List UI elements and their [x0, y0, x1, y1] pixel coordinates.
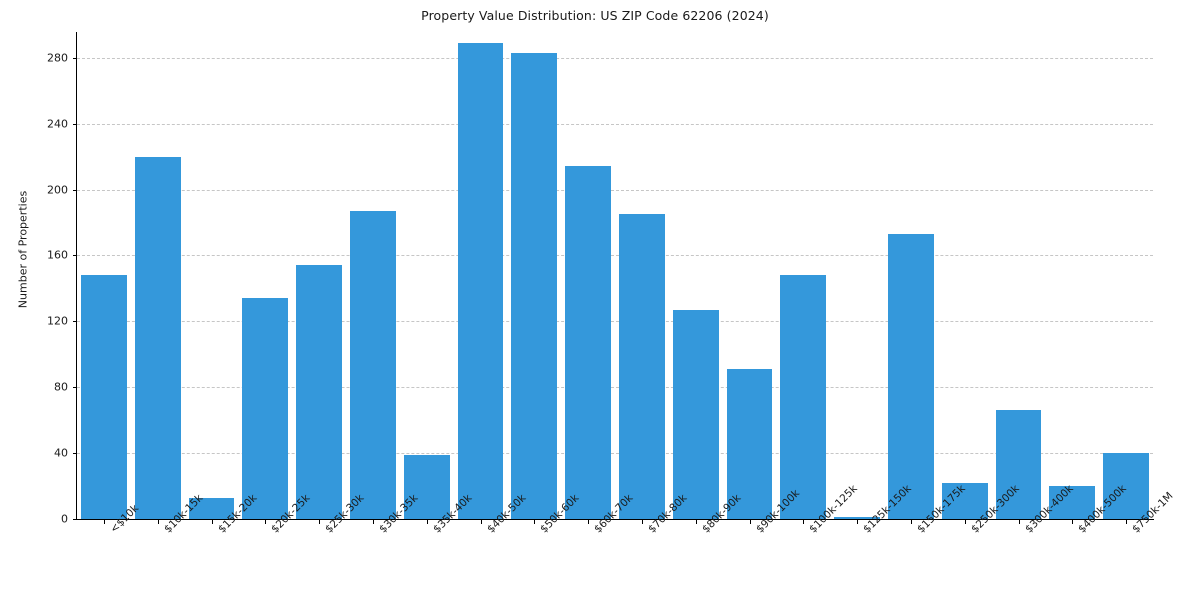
x-tick-mark: [480, 520, 482, 524]
x-tick-mark: [857, 520, 859, 524]
chart-title: Property Value Distribution: US ZIP Code…: [421, 8, 769, 23]
y-tick-mark: [73, 123, 77, 125]
x-tick-mark: [964, 520, 966, 524]
x-tick-mark: [588, 520, 590, 524]
y-tick-mark: [73, 387, 77, 389]
y-tick-mark: [73, 189, 77, 191]
x-tick-mark: [319, 520, 321, 524]
bar[interactable]: [995, 410, 1042, 519]
bar[interactable]: [780, 275, 827, 519]
y-tick-label: 0: [61, 512, 68, 526]
bar[interactable]: [1103, 453, 1149, 519]
bar[interactable]: [619, 214, 665, 519]
y-tick-label: 280: [47, 51, 68, 65]
x-tick-mark: [1018, 520, 1020, 524]
y-tick-label: 120: [47, 314, 68, 328]
x-tick-mark: [372, 520, 374, 524]
x-tick-mark: [265, 520, 267, 524]
y-tick-label: 80: [54, 380, 68, 394]
bar[interactable]: [403, 454, 450, 519]
y-tick-label: 200: [47, 183, 68, 196]
y-tick-mark: [73, 255, 77, 257]
bar[interactable]: [81, 275, 127, 519]
x-tick-mark: [157, 520, 159, 524]
bar[interactable]: [188, 497, 235, 519]
x-tick-mark: [910, 520, 912, 524]
x-tick-mark: [641, 520, 643, 524]
y-axis-spine: [76, 32, 77, 520]
y-tick-label: 240: [47, 117, 68, 131]
bar[interactable]: [834, 517, 880, 519]
bar[interactable]: [941, 482, 988, 519]
y-tick-mark: [73, 57, 77, 59]
x-tick-mark: [749, 520, 751, 524]
bar[interactable]: [888, 234, 934, 519]
x-tick-mark: [803, 520, 805, 524]
y-tick-label: 40: [54, 446, 68, 460]
x-tick-mark: [211, 520, 213, 524]
bar[interactable]: [726, 369, 773, 519]
x-tick-mark: [1126, 520, 1128, 524]
bar[interactable]: [242, 298, 289, 519]
bar[interactable]: [511, 52, 558, 519]
x-tick-mark: [103, 520, 105, 524]
x-axis-spine: [76, 519, 1154, 520]
y-tick-label: 160: [47, 248, 68, 262]
y-tick-mark: [73, 321, 77, 323]
plot-area: [77, 33, 1153, 519]
x-tick-mark: [534, 520, 536, 524]
bar-series: [77, 33, 1153, 519]
bar[interactable]: [672, 309, 719, 519]
bar[interactable]: [296, 265, 342, 519]
bar[interactable]: [457, 42, 504, 519]
bar[interactable]: [565, 166, 611, 519]
y-axis-title: Number of Properties: [16, 190, 30, 309]
x-tick-mark: [426, 520, 428, 524]
y-tick-mark: [73, 453, 77, 455]
y-tick-mark: [73, 519, 77, 520]
y-axis-tick-labels: 0 40 80 120 160 200 240 280: [30, 0, 68, 590]
bar[interactable]: [350, 210, 396, 519]
bar[interactable]: [134, 156, 181, 519]
x-tick-mark: [695, 520, 697, 524]
x-tick-mark: [1072, 520, 1074, 524]
bar[interactable]: [1049, 486, 1096, 519]
